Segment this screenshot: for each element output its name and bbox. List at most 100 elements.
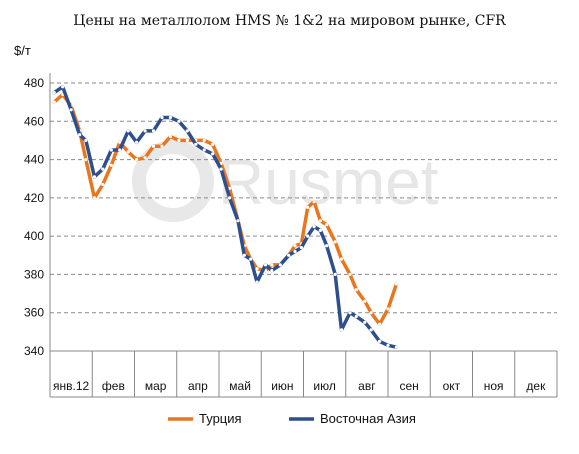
- data-point: [52, 91, 56, 95]
- data-point: [177, 138, 181, 142]
- data-point: [160, 115, 164, 120]
- x-tick-label: июл: [313, 379, 335, 393]
- data-point: [325, 244, 329, 248]
- rusmet-watermark: Rusmet: [132, 140, 439, 222]
- data-point: [143, 129, 147, 133]
- data-point: [255, 267, 259, 271]
- data-point: [249, 257, 253, 261]
- data-point: [168, 135, 172, 139]
- data-point: [52, 100, 56, 104]
- x-tick-label: окт: [443, 379, 461, 393]
- y-axis-unit-label: $/т: [14, 43, 31, 58]
- data-point: [348, 311, 352, 315]
- data-point: [61, 85, 65, 89]
- data-point: [185, 129, 189, 133]
- data-point: [354, 314, 358, 319]
- data-point: [168, 115, 172, 120]
- data-point: [194, 142, 198, 146]
- data-point: [263, 263, 268, 267]
- data-point: [333, 240, 337, 244]
- data-point: [202, 138, 206, 142]
- data-point: [270, 269, 274, 273]
- data-point: [293, 244, 297, 248]
- data-point: [101, 167, 105, 171]
- data-point: [135, 158, 139, 162]
- y-tick-label: 440: [24, 153, 44, 167]
- data-point: [363, 299, 367, 303]
- data-point: [242, 253, 246, 257]
- y-tick-label: 480: [24, 76, 44, 90]
- data-point: [84, 138, 88, 142]
- axes: [49, 73, 558, 398]
- data-point: [270, 263, 274, 267]
- data-point: [160, 144, 164, 148]
- data-point: [126, 129, 130, 133]
- data-point: [255, 280, 259, 284]
- data-point: [126, 150, 130, 154]
- data-point: [318, 228, 322, 232]
- data-point: [151, 129, 156, 133]
- data-point: [306, 234, 310, 238]
- data-point: [312, 200, 316, 204]
- x-tick-label: мар: [145, 379, 167, 393]
- y-tick-labels: 340 360 380 400 420 440 460 480: [24, 76, 44, 358]
- x-tick-label: май: [229, 379, 251, 393]
- legend: Турция Восточная Азия: [168, 411, 416, 426]
- data-point: [394, 282, 398, 286]
- data-point: [339, 328, 344, 332]
- data-point: [143, 156, 147, 160]
- series-1: [52, 85, 399, 349]
- data-point: [354, 288, 358, 292]
- data-point: [236, 219, 240, 223]
- data-point: [394, 345, 398, 349]
- data-point: [325, 223, 329, 227]
- data-point: [219, 167, 223, 171]
- data-point: [211, 142, 215, 146]
- data-point: [339, 257, 344, 261]
- data-point: [363, 320, 367, 324]
- data-point: [348, 272, 352, 276]
- x-tick-label: июн: [271, 379, 293, 393]
- data-point: [369, 311, 373, 315]
- grid: [50, 82, 557, 314]
- y-tick-label: 420: [24, 191, 44, 205]
- data-point: [318, 219, 322, 223]
- watermark-text: Rusmet: [218, 146, 439, 218]
- x-tick-label: авг: [358, 379, 376, 393]
- legend-item-turkey: Турция: [168, 411, 242, 426]
- data-point: [378, 322, 382, 326]
- data-point: [92, 196, 96, 200]
- data-point: [386, 343, 390, 347]
- x-tick-label: сен: [399, 379, 418, 393]
- data-point: [278, 263, 282, 267]
- data-point: [185, 138, 189, 142]
- x-tick-label: фев: [102, 379, 125, 393]
- data-point: [69, 108, 73, 112]
- data-point: [299, 246, 303, 250]
- y-tick-label: 360: [24, 306, 44, 320]
- data-point: [228, 196, 232, 200]
- data-point: [118, 140, 122, 144]
- y-tick-label: 340: [24, 344, 44, 358]
- chart-title: Цены на металлолом HMS № 1&2 на мировом …: [73, 13, 506, 29]
- legend-label-east-asia: Восточная Азия: [320, 411, 416, 426]
- x-tick-label: ноя: [484, 379, 504, 393]
- data-point: [293, 249, 297, 254]
- x-tick-label: дек: [526, 379, 546, 393]
- x-tick-labels: янв.12 фев мар апр май июн июл авг сен окт ноя дек: [53, 379, 546, 393]
- series-layer: [52, 85, 399, 349]
- data-point: [333, 272, 337, 276]
- y-tick-label: 380: [24, 267, 44, 281]
- x-tick-label: янв.12: [53, 379, 90, 393]
- y-tick-label: 400: [24, 229, 44, 243]
- data-point: [135, 140, 139, 144]
- data-point: [118, 148, 122, 152]
- legend-item-east-asia: Восточная Азия: [289, 411, 416, 426]
- data-point: [109, 148, 113, 152]
- data-point: [312, 225, 316, 229]
- data-point: [177, 119, 181, 123]
- x-tick-label: апр: [188, 379, 208, 393]
- data-point: [287, 253, 291, 257]
- data-point: [78, 133, 82, 137]
